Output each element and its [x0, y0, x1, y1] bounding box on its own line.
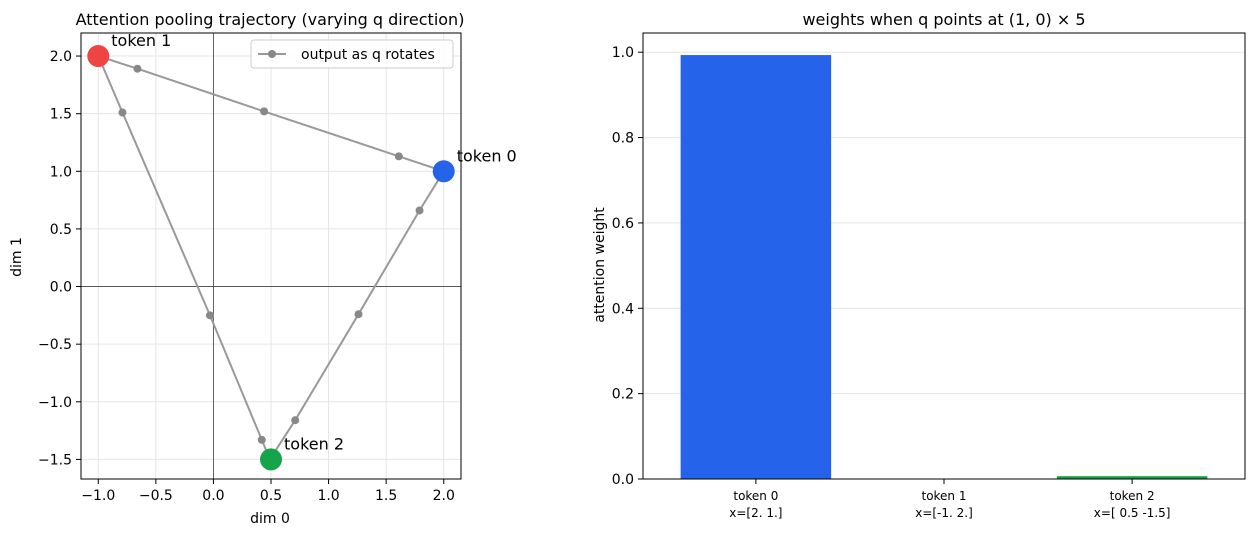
trajectory-point — [291, 416, 300, 425]
token-label-1: token 1 — [111, 31, 171, 50]
y-tick-label: 1.5 — [50, 107, 72, 123]
y-tick-label: 0.0 — [50, 280, 72, 296]
weights-bar-chart: weights when q points at (1, 0) × 5 0.00… — [592, 10, 1246, 520]
trajectory-chart-title: Attention pooling trajectory (varying q … — [76, 10, 465, 29]
legend-label: output as q rotates — [301, 47, 435, 63]
legend-marker-swatch — [268, 50, 276, 58]
y-tick-label: 0.6 — [612, 216, 634, 232]
y-tick-label: 1.0 — [50, 164, 72, 180]
trajectory-x-ticks: −1.0 −0.5 0.0 0.5 1.0 1.5 2.0 — [81, 479, 455, 504]
weights-y-axis-label: attention weight — [592, 207, 608, 323]
trajectory-point — [205, 311, 214, 320]
trajectory-point — [118, 108, 127, 117]
trajectory-chart: Attention pooling trajectory (varying q … — [9, 10, 517, 527]
legend-box — [250, 39, 454, 69]
trajectory-point — [133, 64, 142, 73]
weight-bar-0 — [680, 55, 832, 480]
x-tick-label: 2.0 — [433, 488, 455, 504]
x-tick-label-name: token 2 — [1110, 489, 1155, 503]
x-tick-label: 0.5 — [260, 488, 282, 504]
x-tick-label-value: x=[-1. 2.] — [915, 506, 973, 520]
trajectory-y-ticks: −1.5 −1.0 −0.5 0.0 0.5 1.0 1.5 2.0 — [38, 49, 81, 468]
trajectory-legend: output as q rotates — [250, 39, 454, 69]
token-label-2: token 2 — [284, 434, 344, 453]
x-tick-label-name: token 1 — [921, 489, 966, 503]
y-tick-label: 1.0 — [612, 45, 634, 61]
trajectory-point — [354, 310, 363, 319]
trajectory-reference-lines — [81, 33, 461, 479]
trajectory-point — [257, 435, 266, 444]
y-tick-label: −0.5 — [38, 337, 72, 353]
y-tick-label: 0.5 — [50, 222, 72, 238]
weight-bar-2 — [1056, 476, 1208, 479]
weight-bars — [680, 55, 1208, 480]
x-tick-label: 1.5 — [375, 488, 397, 504]
token-label-0: token 0 — [457, 146, 517, 165]
token-markers: token 0 token 1 token 2 — [87, 31, 517, 471]
weights-chart-title: weights when q points at (1, 0) × 5 — [802, 10, 1085, 29]
x-tick-label: −0.5 — [139, 488, 173, 504]
trajectory-grid — [81, 33, 461, 479]
trajectory-point — [260, 107, 269, 116]
weights-y-ticks: 0.0 0.2 0.4 0.6 0.8 1.0 — [612, 45, 643, 488]
x-tick-label: 0.0 — [202, 488, 224, 504]
y-tick-label: −1.5 — [38, 452, 72, 468]
trajectory-y-axis-label: dim 1 — [9, 237, 25, 277]
trajectory-point — [415, 206, 424, 215]
token-marker-1 — [87, 45, 110, 68]
weights-x-ticks: token 0 x=[2. 1.] token 1 x=[-1. 2.] token 2… — [729, 479, 1170, 520]
y-tick-label: −1.0 — [38, 395, 72, 411]
y-tick-label: 0.4 — [612, 301, 634, 317]
trajectory-point — [394, 152, 403, 161]
y-tick-label: 0.0 — [612, 472, 634, 488]
y-tick-label: 0.8 — [612, 131, 634, 147]
x-tick-label-name: token 0 — [733, 489, 778, 503]
token-marker-2 — [260, 448, 282, 471]
y-tick-label: 2.0 — [50, 49, 72, 65]
x-tick-label: −1.0 — [81, 488, 115, 504]
token-marker-0 — [432, 160, 455, 183]
x-tick-label: 1.0 — [317, 488, 339, 504]
x-tick-label-value: x=[2. 1.] — [729, 506, 782, 520]
trajectory-x-axis-label: dim 0 — [250, 511, 290, 527]
y-tick-label: 0.2 — [612, 387, 634, 403]
x-tick-label-value: x=[ 0.5 -1.5] — [1094, 506, 1171, 520]
